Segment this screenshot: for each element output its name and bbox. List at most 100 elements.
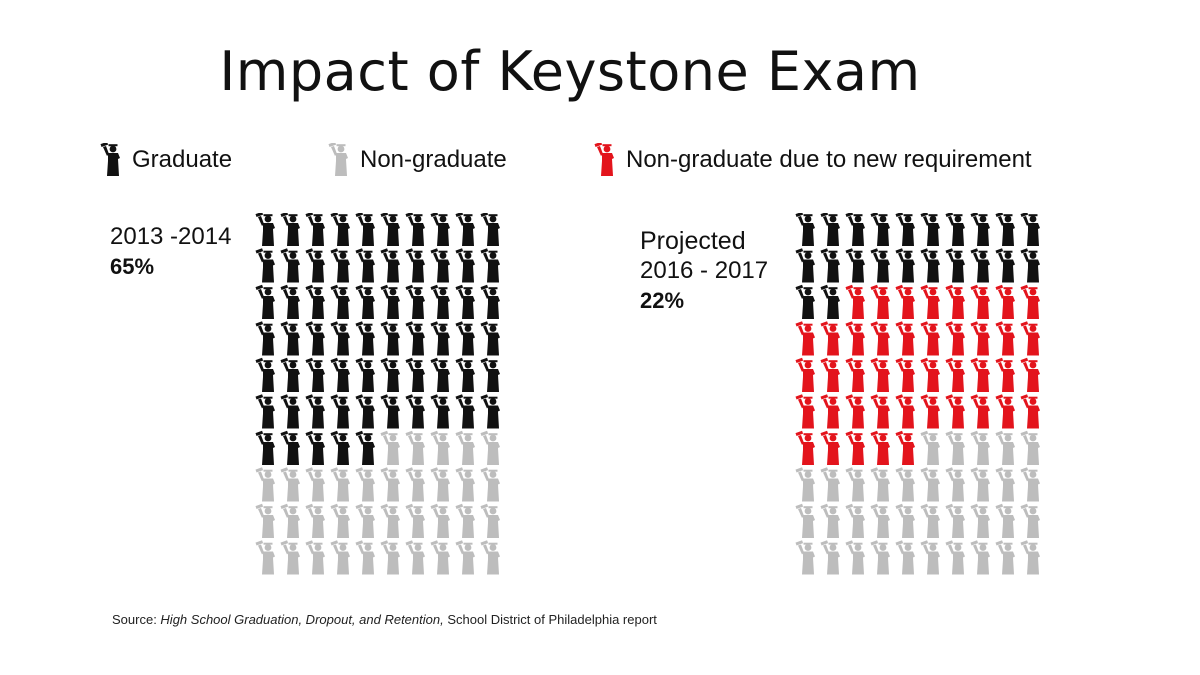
waffle-cell-non-graduate [380, 540, 400, 575]
waffle-cell-graduate [970, 213, 990, 246]
waffle-grid-2016 [795, 213, 1040, 575]
waffle-cell-non-graduate [455, 540, 475, 575]
waffle-cell-graduate [480, 357, 500, 392]
waffle-cell-non-graduate-due-to-new-requirement [920, 284, 940, 319]
waffle-cell-graduate [455, 357, 475, 392]
waffle-cell-non-graduate [480, 540, 500, 575]
waffle-cell-non-graduate [970, 430, 990, 465]
waffle-cell-non-graduate-due-to-new-requirement [895, 321, 915, 356]
waffle-cell-graduate [280, 213, 300, 246]
waffle-cell-non-graduate [280, 503, 300, 538]
waffle-cell-graduate [330, 213, 350, 246]
waffle-cell-graduate [1020, 248, 1040, 283]
waffle-cell-non-graduate [920, 540, 940, 575]
waffle-cell-graduate [355, 357, 375, 392]
waffle-cell-non-graduate [895, 503, 915, 538]
waffle-cell-graduate [920, 213, 940, 246]
waffle-cell-graduate [355, 248, 375, 283]
waffle-cell-non-graduate-due-to-new-requirement [945, 394, 965, 429]
waffle-cell-graduate [480, 248, 500, 283]
waffle-cell-graduate [330, 357, 350, 392]
waffle-cell-non-graduate-due-to-new-requirement [870, 284, 890, 319]
legend: Graduate Non-graduate Non-graduate due t… [100, 143, 1160, 183]
waffle-cell-non-graduate-due-to-new-requirement [795, 321, 815, 356]
waffle-cell-graduate [380, 357, 400, 392]
waffle-cell-graduate [380, 284, 400, 319]
waffle-grid-2013 [255, 213, 500, 575]
waffle-cell-non-graduate [405, 540, 425, 575]
waffle-cell-graduate [430, 394, 450, 429]
waffle-cell-non-graduate [845, 467, 865, 502]
waffle-cell-non-graduate [820, 467, 840, 502]
waffle-cell-non-graduate-due-to-new-requirement [895, 357, 915, 392]
legend-item-non-graduate: Non-graduate [328, 143, 507, 177]
waffle-cell-non-graduate-due-to-new-requirement [945, 321, 965, 356]
waffle-cell-graduate [895, 213, 915, 246]
waffle-cell-non-graduate [970, 467, 990, 502]
waffle-cell-non-graduate [945, 540, 965, 575]
waffle-cell-non-graduate-due-to-new-requirement [870, 357, 890, 392]
waffle-cell-non-graduate [255, 540, 275, 575]
waffle-cell-non-graduate-due-to-new-requirement [820, 394, 840, 429]
waffle-cell-graduate [280, 394, 300, 429]
waffle-cell-graduate [280, 430, 300, 465]
waffle-cell-graduate [305, 321, 325, 356]
waffle-cell-non-graduate [380, 430, 400, 465]
waffle-cell-non-graduate-due-to-new-requirement [820, 357, 840, 392]
waffle-cell-graduate [795, 248, 815, 283]
waffle-cell-graduate [405, 321, 425, 356]
waffle-cell-non-graduate-due-to-new-requirement [895, 284, 915, 319]
waffle-cell-non-graduate-due-to-new-requirement [820, 321, 840, 356]
waffle-cell-non-graduate [380, 503, 400, 538]
waffle-cell-non-graduate [820, 503, 840, 538]
waffle-cell-graduate [280, 321, 300, 356]
waffle-cell-graduate [330, 284, 350, 319]
waffle-cell-graduate [430, 248, 450, 283]
waffle-cell-graduate [255, 321, 275, 356]
non-graduate-icon [328, 143, 348, 176]
waffle-cell-non-graduate [795, 467, 815, 502]
waffle-cell-graduate [305, 284, 325, 319]
waffle-cell-graduate [330, 430, 350, 465]
waffle-cell-graduate [405, 357, 425, 392]
waffle-cell-non-graduate-due-to-new-requirement [795, 357, 815, 392]
waffle-cell-non-graduate [895, 540, 915, 575]
waffle-cell-non-graduate [870, 467, 890, 502]
waffle-cell-non-graduate-due-to-new-requirement [995, 394, 1015, 429]
waffle-cell-non-graduate-due-to-new-requirement [1020, 357, 1040, 392]
waffle-cell-non-graduate [480, 430, 500, 465]
graduate-icon [100, 143, 120, 176]
waffle-cell-graduate [795, 284, 815, 319]
waffle-cell-graduate [945, 248, 965, 283]
waffle-cell-graduate [330, 321, 350, 356]
waffle-cell-non-graduate-due-to-new-requirement [945, 284, 965, 319]
waffle-cell-non-graduate-due-to-new-requirement [845, 284, 865, 319]
waffle-cell-non-graduate-due-to-new-requirement [795, 430, 815, 465]
waffle-cell-graduate [970, 248, 990, 283]
waffle-cell-graduate [305, 213, 325, 246]
period-label: 2013 -2014 [110, 223, 232, 250]
waffle-cell-graduate [480, 321, 500, 356]
waffle-cell-non-graduate [1020, 540, 1040, 575]
waffle-cell-graduate [255, 394, 275, 429]
waffle-cell-non-graduate-due-to-new-requirement [1020, 284, 1040, 319]
waffle-cell-graduate [330, 248, 350, 283]
waffle-cell-graduate [355, 213, 375, 246]
waffle-cell-non-graduate [945, 503, 965, 538]
waffle-cell-non-graduate [355, 503, 375, 538]
waffle-cell-non-graduate [995, 467, 1015, 502]
waffle-cell-graduate [280, 248, 300, 283]
waffle-cell-graduate [455, 394, 475, 429]
waffle-cell-non-graduate [870, 540, 890, 575]
waffle-cell-graduate [480, 213, 500, 246]
waffle-cell-non-graduate [305, 503, 325, 538]
waffle-cell-graduate [795, 213, 815, 246]
panel-label-2013: 2013 -2014 65% [110, 222, 231, 282]
waffle-cell-non-graduate [820, 540, 840, 575]
period-label: 2016 - 2017 [640, 257, 769, 284]
waffle-cell-graduate [820, 284, 840, 319]
waffle-cell-non-graduate-due-to-new-requirement [970, 284, 990, 319]
chart-title: Impact of Keystone Exam [219, 40, 921, 103]
waffle-cell-graduate [480, 394, 500, 429]
legend-item-graduate: Graduate [100, 143, 232, 177]
